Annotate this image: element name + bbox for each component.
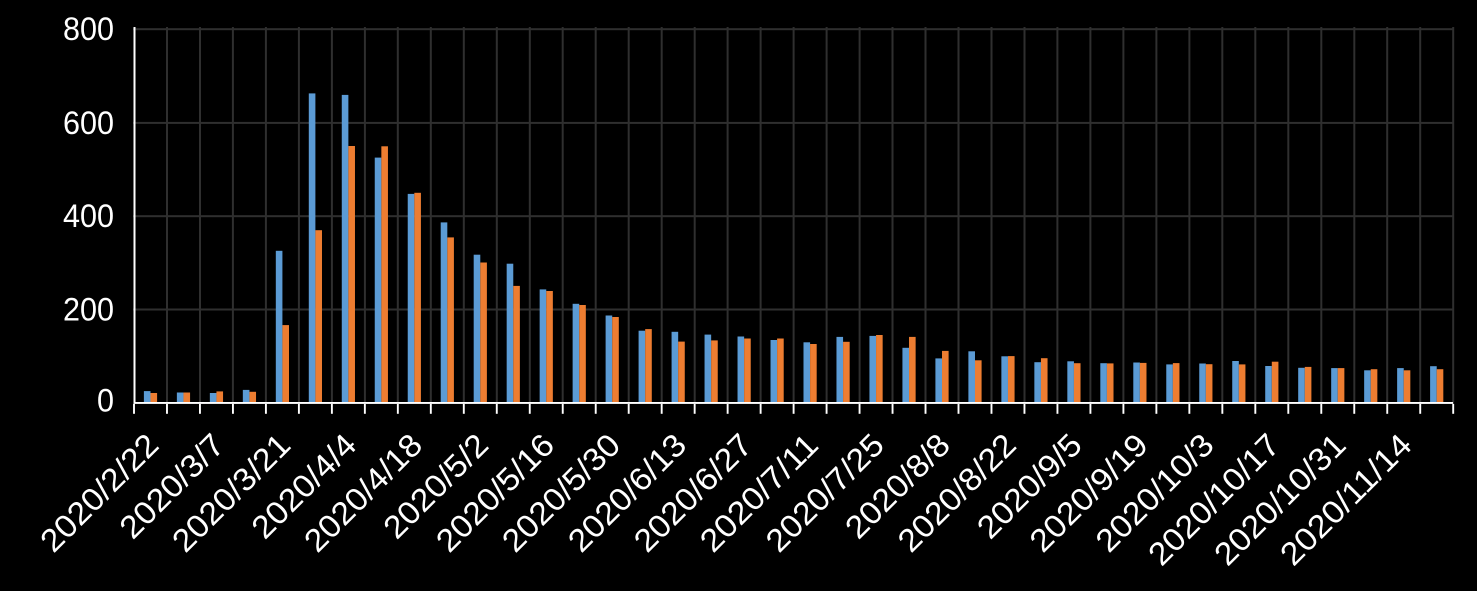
svg-text:400: 400 bbox=[63, 198, 114, 234]
svg-text:600: 600 bbox=[63, 105, 114, 141]
svg-text:800: 800 bbox=[63, 11, 114, 47]
svg-text:200: 200 bbox=[63, 292, 114, 328]
svg-text:0: 0 bbox=[97, 382, 114, 418]
